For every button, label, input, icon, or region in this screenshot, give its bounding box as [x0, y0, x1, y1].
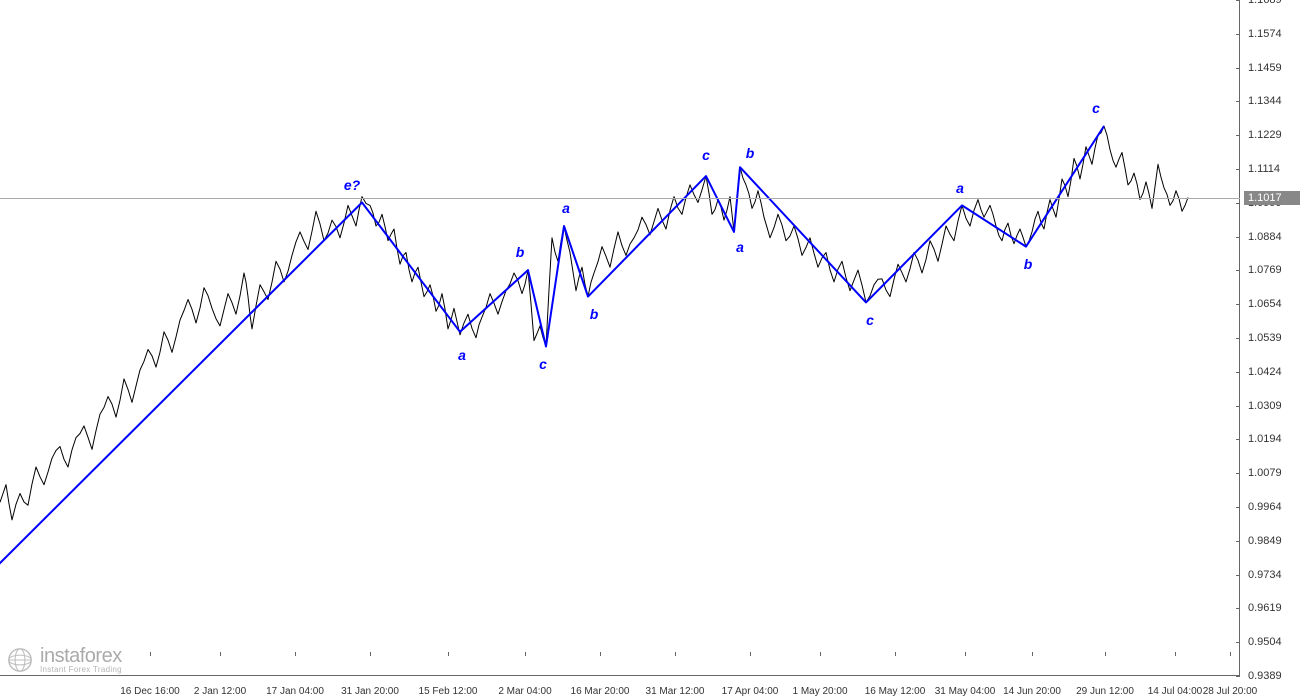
- x-tick-mark: [295, 652, 296, 656]
- x-tick-mark: [1230, 652, 1231, 656]
- x-tick-mark: [820, 652, 821, 656]
- chart-container: e? a b c a b c a b c a b c 1.1689 1.1574 1.1459 1.1344 1…: [0, 0, 1300, 700]
- x-tick-mark: [1105, 652, 1106, 656]
- y-tick-mark: [1236, 338, 1240, 339]
- x-tick-mark: [525, 652, 526, 656]
- y-tick-label: 0.9389: [1244, 670, 1300, 682]
- x-tick-label: 17 Jan 04:00: [266, 686, 324, 697]
- x-tick-mark: [965, 652, 966, 656]
- y-tick-label: 0.9619: [1244, 602, 1300, 614]
- x-tick-label: 2 Jan 12:00: [194, 686, 246, 697]
- x-tick-label: 2 Mar 04:00: [498, 686, 551, 697]
- y-tick-label: 0.9734: [1244, 569, 1300, 581]
- y-tick-label: 1.0079: [1244, 467, 1300, 479]
- y-tick-label: 1.1574: [1244, 28, 1300, 40]
- x-tick-label: 14 Jun 20:00: [1003, 686, 1061, 697]
- y-tick-mark: [1236, 0, 1240, 1]
- y-tick-label: 0.9849: [1244, 535, 1300, 547]
- y-axis: 1.16891.15741.14591.13441.12291.11141.09…: [1240, 0, 1300, 676]
- wave-label: c: [539, 356, 547, 372]
- y-tick-label: 1.0424: [1244, 366, 1300, 378]
- x-tick-mark: [448, 652, 449, 656]
- y-tick-label: 1.0654: [1244, 298, 1300, 310]
- y-tick-label: 1.1344: [1244, 95, 1300, 107]
- current-price-label: 1.1017: [1244, 191, 1300, 205]
- current-price-line: [0, 198, 1240, 199]
- globe-icon: [6, 646, 34, 674]
- x-tick-mark: [1175, 652, 1176, 656]
- wave-label: b: [746, 145, 755, 161]
- x-tick-mark: [895, 652, 896, 656]
- x-tick-label: 14 Jul 04:00: [1148, 686, 1203, 697]
- wave-overlay: [0, 126, 1104, 623]
- y-tick-mark: [1236, 439, 1240, 440]
- x-tick-mark: [220, 652, 221, 656]
- wave-label: c: [702, 147, 710, 163]
- chart-svg: [0, 0, 1240, 676]
- y-tick-label: 0.9964: [1244, 501, 1300, 513]
- x-tick-label: 16 Dec 16:00: [120, 686, 180, 697]
- wave-label: a: [458, 347, 466, 363]
- y-tick-mark: [1236, 203, 1240, 204]
- y-tick-label: 1.1229: [1244, 129, 1300, 141]
- wave-label: a: [562, 200, 570, 216]
- wave-label: b: [516, 244, 525, 260]
- x-tick-mark: [1032, 652, 1033, 656]
- wave-label: a: [956, 180, 964, 196]
- x-tick-label: 16 May 12:00: [865, 686, 926, 697]
- wave-label: c: [1092, 100, 1100, 116]
- y-tick-mark: [1236, 68, 1240, 69]
- y-tick-mark: [1236, 406, 1240, 407]
- y-tick-mark: [1236, 507, 1240, 508]
- y-tick-mark: [1236, 473, 1240, 474]
- wave-label: e?: [344, 177, 360, 193]
- y-tick-mark: [1236, 642, 1240, 643]
- y-tick-label: 1.0194: [1244, 433, 1300, 445]
- x-tick-label: 15 Feb 12:00: [419, 686, 478, 697]
- x-axis: 16 Dec 16:00 2 Jan 12:00 17 Jan 04:00 31 Ja…: [0, 676, 1240, 700]
- y-tick-mark: [1236, 575, 1240, 576]
- y-tick-mark: [1236, 101, 1240, 102]
- x-tick-label: 17 Apr 04:00: [722, 686, 779, 697]
- y-tick-mark: [1236, 541, 1240, 542]
- x-tick-label: 16 Mar 20:00: [571, 686, 630, 697]
- y-tick-mark: [1236, 608, 1240, 609]
- y-tick-mark: [1236, 135, 1240, 136]
- y-tick-mark: [1236, 304, 1240, 305]
- watermark: instaforex Instant Forex Trading: [6, 646, 122, 674]
- y-tick-mark: [1236, 237, 1240, 238]
- x-tick-label: 29 Jun 12:00: [1076, 686, 1134, 697]
- watermark-brand: instaforex: [40, 646, 122, 666]
- price-series: [0, 126, 1188, 520]
- y-tick-label: 0.9504: [1244, 636, 1300, 648]
- y-tick-mark: [1236, 169, 1240, 170]
- wave-label: c: [866, 312, 874, 328]
- wave-label: a: [736, 239, 744, 255]
- y-tick-mark: [1236, 270, 1240, 271]
- watermark-sub: Instant Forex Trading: [40, 666, 122, 674]
- y-tick-label: 1.1114: [1244, 163, 1300, 175]
- x-tick-mark: [600, 652, 601, 656]
- x-tick-mark: [370, 652, 371, 656]
- y-tick-label: 1.0769: [1244, 264, 1300, 276]
- y-tick-mark: [1236, 372, 1240, 373]
- y-tick-label: 1.1459: [1244, 62, 1300, 74]
- plot-area[interactable]: e? a b c a b c a b c a b c: [0, 0, 1240, 676]
- x-tick-label: 31 Mar 12:00: [646, 686, 705, 697]
- y-tick-label: 1.0884: [1244, 231, 1300, 243]
- y-tick-label: 1.0539: [1244, 332, 1300, 344]
- x-tick-label: 1 May 20:00: [792, 686, 847, 697]
- x-tick-label: 28 Jul 20:00: [1203, 686, 1258, 697]
- wave-label: b: [1024, 256, 1033, 272]
- x-tick-label: 31 Jan 20:00: [341, 686, 399, 697]
- x-tick-mark: [150, 652, 151, 656]
- x-tick-mark: [675, 652, 676, 656]
- y-tick-label: 1.1689: [1244, 0, 1300, 6]
- x-tick-mark: [750, 652, 751, 656]
- wave-label: b: [590, 306, 599, 322]
- y-tick-label: 1.0309: [1244, 400, 1300, 412]
- x-tick-label: 31 May 04:00: [935, 686, 996, 697]
- y-tick-mark: [1236, 34, 1240, 35]
